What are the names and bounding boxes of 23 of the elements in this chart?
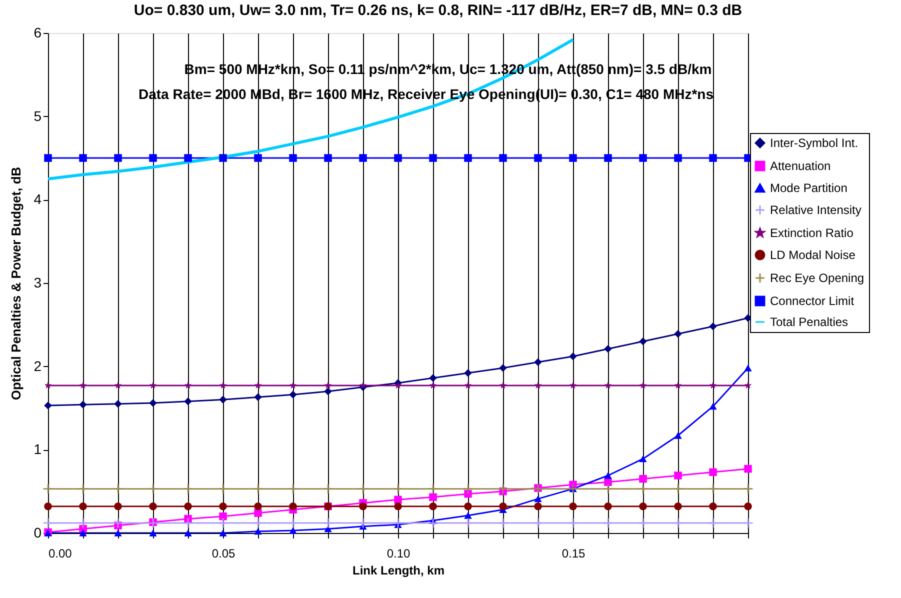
x-tick-label: 0.00 [48, 546, 72, 560]
y-tick-label: 0 [34, 524, 42, 540]
x-axis-title: Link Length, km [352, 564, 445, 578]
x-tick-label: 0.15 [562, 546, 586, 560]
legend-label: Attenuation [770, 159, 831, 173]
legend-label: Inter-Symbol Int. [770, 136, 858, 150]
y-tick-label: 2 [34, 358, 42, 374]
legend-label: Mode Partition [770, 181, 848, 195]
legend-label: Total Penalties [770, 315, 848, 329]
y-axis-title: Optical Penalties & Power Budget, dB [8, 166, 24, 400]
legend-label: Relative Intensity [770, 203, 862, 217]
legend-label: Rec Eye Opening [770, 271, 864, 285]
y-tick-label: 5 [34, 108, 42, 124]
x-tick-label: 0.10 [386, 546, 410, 560]
legend-label: LD Modal Noise [770, 248, 856, 262]
x-tick-label: 0.05 [212, 546, 236, 560]
y-tick-label: 4 [34, 191, 42, 208]
chart-title: Uo= 0.830 um, Uw= 3.0 nm, Tr= 0.26 ns, k= 0.8, RIN= -117 dB/Hz, ER=7 dB, MN= 0.3 dB [134, 2, 742, 19]
y-tick-label: 1 [34, 441, 42, 458]
y-tick-label: 3 [34, 274, 42, 290]
legend-label: Extinction Ratio [770, 226, 854, 240]
legend-label: Connector Limit [770, 294, 855, 308]
y-tick-label: 6 [34, 24, 42, 40]
